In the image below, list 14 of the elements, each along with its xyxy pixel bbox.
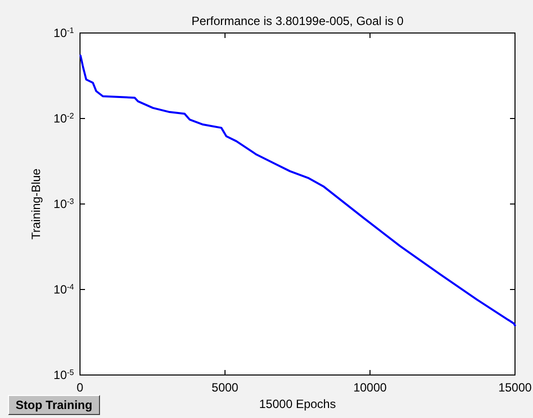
x-axis-title: 15000 Epochs (259, 397, 336, 411)
line-series (79, 54, 516, 326)
y-tick-label: 10$^{-1}$ (54, 25, 75, 40)
stop-button: Stop Training (8, 395, 100, 415)
x-tick-label: 15000 (498, 380, 532, 395)
y-tick-label: 10$^{-5}$ (54, 367, 75, 382)
x-tick-label: 10000 (353, 380, 388, 395)
chart-title: Performance is 3.80199e-005, Goal is 0 (191, 14, 404, 28)
y-tick-label: 10$^{-2}$ (54, 110, 75, 126)
x-tick-label: 5000 (212, 380, 239, 395)
y-tick-label: 10$^{-3}$ (54, 196, 75, 211)
y-tick-label: 10$^{-4}$ (54, 282, 75, 296)
x-tick-label: 0 (76, 380, 84, 395)
y-axis-title: Training-Blue (29, 168, 43, 240)
